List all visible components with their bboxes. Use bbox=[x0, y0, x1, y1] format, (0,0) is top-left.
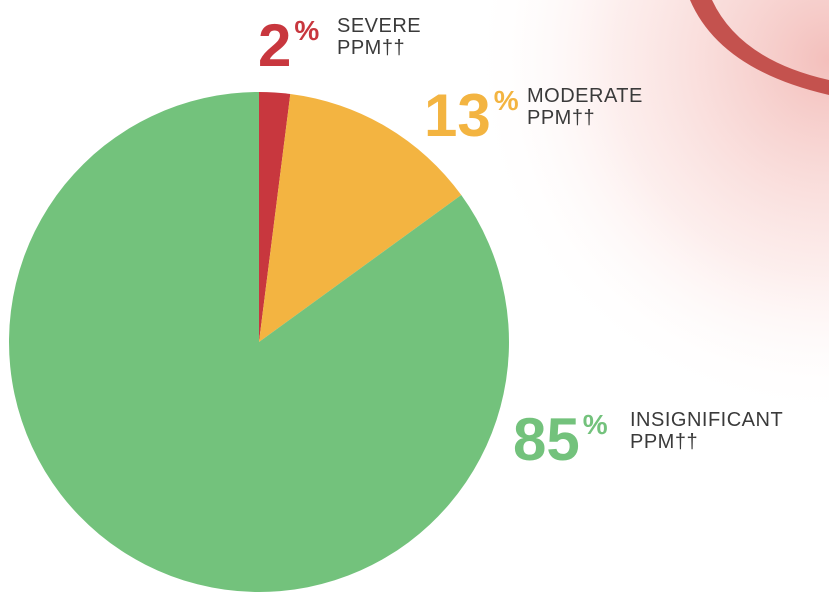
value-label: 85% bbox=[513, 406, 608, 473]
page: {"chart_data": {"type": "pie", "categori… bbox=[0, 0, 829, 592]
value-label: 2% bbox=[258, 12, 319, 79]
pie bbox=[9, 92, 509, 592]
chart: 2%SEVERE PPM††13%MODERATE PPM††85%INSIGN… bbox=[0, 0, 829, 592]
category-label: SEVERE PPM†† bbox=[337, 15, 427, 59]
category-label: INSIGNIFICANT PPM†† bbox=[630, 409, 789, 453]
